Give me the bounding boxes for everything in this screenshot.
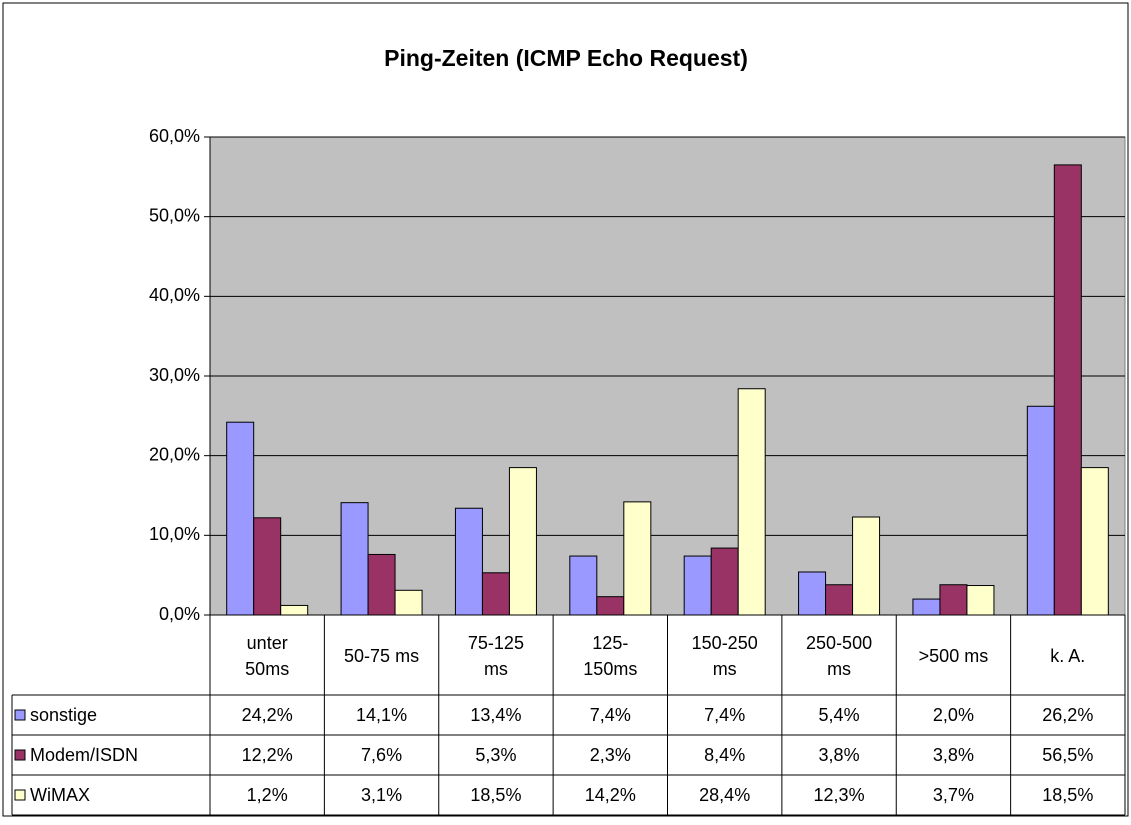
x-tick-text: 125-150ms xyxy=(583,632,638,679)
table-value: 7,4% xyxy=(704,705,745,725)
x-tick-text: 50-75 ms xyxy=(344,645,420,666)
y-tick-label: 0,0% xyxy=(159,604,200,624)
bar xyxy=(710,547,739,616)
bar xyxy=(737,388,766,616)
legend-label: Modem/ISDN xyxy=(30,745,138,765)
legend-key xyxy=(14,789,26,801)
bar xyxy=(966,585,995,616)
y-tick-label: 60,0% xyxy=(149,126,200,146)
x-tick-label: 50-75 ms xyxy=(324,616,438,695)
bar xyxy=(340,502,369,616)
table-value: 24,2% xyxy=(242,705,293,725)
table-value: 7,6% xyxy=(361,745,402,765)
x-tick-text: unter 50ms xyxy=(245,632,290,679)
table-value: 3,8% xyxy=(933,745,974,765)
y-tick-label: 40,0% xyxy=(149,285,200,305)
bar xyxy=(508,467,537,616)
bar xyxy=(1053,164,1082,616)
y-tick-label: 30,0% xyxy=(149,365,200,385)
table-value: 12,2% xyxy=(242,745,293,765)
table-value: 26,2% xyxy=(1042,705,1093,725)
bar xyxy=(912,598,941,616)
x-tick-label: 75-125 ms xyxy=(439,616,553,695)
bar xyxy=(798,571,827,616)
x-tick-text: 75-125 ms xyxy=(467,632,524,679)
x-tick-label: >500 ms xyxy=(896,616,1010,695)
table-value: 28,4% xyxy=(699,785,750,805)
table-value: 14,2% xyxy=(585,785,636,805)
legend-key xyxy=(14,709,26,721)
x-tick-text: k. A. xyxy=(1050,645,1086,666)
table-value: 12,3% xyxy=(814,785,865,805)
y-tick-label: 50,0% xyxy=(149,205,200,225)
table-value: 1,2% xyxy=(247,785,288,805)
bar xyxy=(825,584,854,616)
table-value: 8,4% xyxy=(704,745,745,765)
table-value: 14,1% xyxy=(356,705,407,725)
bar xyxy=(280,604,309,616)
bar xyxy=(226,421,255,616)
table-value: 2,3% xyxy=(590,745,631,765)
bar xyxy=(852,516,881,616)
table-value: 3,8% xyxy=(819,745,860,765)
bar xyxy=(623,501,652,616)
table-value: 5,4% xyxy=(819,705,860,725)
legend-label: WiMAX xyxy=(30,785,90,805)
bar xyxy=(1080,467,1109,616)
table-value: 56,5% xyxy=(1042,745,1093,765)
bar xyxy=(939,584,968,616)
table-value: 3,1% xyxy=(361,785,402,805)
table-value: 18,5% xyxy=(470,785,521,805)
x-tick-label: unter 50ms xyxy=(210,616,324,695)
legend-key xyxy=(14,749,26,761)
x-tick-text: 250-500 ms xyxy=(806,632,873,679)
bar xyxy=(1026,405,1055,616)
x-tick-label: 250-500 ms xyxy=(782,616,896,695)
y-tick-label: 20,0% xyxy=(149,444,200,464)
table-value: 2,0% xyxy=(933,705,974,725)
bar xyxy=(454,507,483,616)
x-tick-text: >500 ms xyxy=(918,645,989,666)
x-tick-label: 125-150ms xyxy=(553,616,667,695)
bar xyxy=(367,553,396,616)
x-tick-label: 150-250 ms xyxy=(668,616,782,695)
x-tick-label: k. A. xyxy=(1011,616,1125,695)
legend-label: sonstige xyxy=(30,705,97,725)
bar xyxy=(394,589,423,616)
bar xyxy=(596,596,625,616)
table-value: 7,4% xyxy=(590,705,631,725)
y-tick-label: 10,0% xyxy=(149,524,200,544)
bar xyxy=(683,555,712,616)
table-value: 5,3% xyxy=(475,745,516,765)
bar xyxy=(481,572,510,616)
x-tick-text: 150-250 ms xyxy=(691,632,758,679)
bar xyxy=(253,517,282,616)
table-value: 18,5% xyxy=(1042,785,1093,805)
table-value: 13,4% xyxy=(470,705,521,725)
bar xyxy=(569,555,598,616)
chart-title: Ping-Zeiten (ICMP Echo Request) xyxy=(384,45,748,71)
table-value: 3,7% xyxy=(933,785,974,805)
